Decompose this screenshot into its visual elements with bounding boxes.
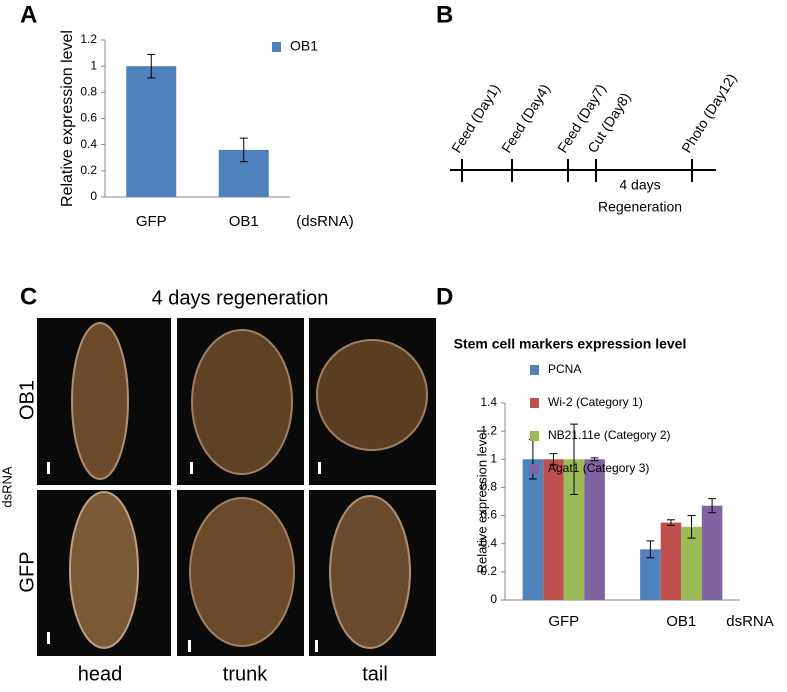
bar xyxy=(584,459,605,600)
scale-bar xyxy=(315,640,318,652)
y-tick-label: 0.6 xyxy=(80,111,97,125)
legend-label: NB21.11e (Category 2) xyxy=(548,428,671,442)
scale-bar xyxy=(47,632,50,644)
bar xyxy=(563,459,585,600)
scale-bar xyxy=(318,462,321,474)
legend-label: OB1 xyxy=(290,38,318,54)
worm xyxy=(69,491,139,649)
bar xyxy=(701,505,723,600)
legend-label: PCNA xyxy=(548,362,581,376)
x-tick-label: OB1 xyxy=(666,613,696,630)
timeline xyxy=(450,159,716,182)
legend-label: Agat1 (Category 3) xyxy=(548,461,649,475)
column-label: tail xyxy=(362,663,388,685)
legend-swatch xyxy=(530,365,539,375)
span-caption: Regeneration xyxy=(598,199,682,215)
panel-label: D xyxy=(436,283,453,310)
x-axis-label: dsRNA xyxy=(726,613,774,630)
y-tick-label: 1.2 xyxy=(480,423,497,437)
x-axis-label: (dsRNA) xyxy=(296,213,354,230)
y-tick-label: 0.4 xyxy=(480,536,497,550)
column-label: trunk xyxy=(223,663,268,685)
y-axis-label: Relative expression level xyxy=(59,30,76,207)
panel-label: B xyxy=(436,1,453,28)
y-tick-label: 1.4 xyxy=(480,395,497,409)
y-tick-label: 0.8 xyxy=(480,480,497,494)
worm xyxy=(71,322,129,480)
x-tick-label: GFP xyxy=(548,613,579,630)
panel-label: C xyxy=(20,283,37,310)
y-tick-label: 1 xyxy=(490,451,497,465)
bar xyxy=(522,459,544,600)
y-tick-label: 0.2 xyxy=(480,564,497,578)
chart-title: Stem cell markers expression level xyxy=(454,336,687,352)
y-tick-label: 0.8 xyxy=(80,85,97,99)
x-tick-label: GFP xyxy=(136,213,167,230)
bar xyxy=(543,459,564,600)
worm xyxy=(191,329,293,475)
span-label: 4 days xyxy=(619,177,660,193)
y-tick-label: 0.6 xyxy=(480,508,497,522)
x-tick-label: OB1 xyxy=(229,213,259,230)
y-tick-label: 0 xyxy=(490,592,497,606)
y-tick-label: 0.2 xyxy=(80,163,97,177)
y-tick-label: 0 xyxy=(90,189,97,203)
legend-swatch xyxy=(530,431,539,441)
scale-bar xyxy=(190,462,193,474)
y-tick-label: 1 xyxy=(90,58,97,72)
worm xyxy=(189,497,295,647)
worm xyxy=(329,495,411,649)
legend-swatch xyxy=(272,42,281,52)
bar xyxy=(681,526,702,600)
bar xyxy=(126,66,177,198)
micrographs xyxy=(37,318,436,656)
y-tick-label: 0.4 xyxy=(80,137,97,151)
scale-bar xyxy=(47,462,50,474)
column-label: head xyxy=(78,663,123,685)
bar xyxy=(660,522,682,600)
row-label: GFP xyxy=(16,551,38,592)
legend-swatch xyxy=(530,464,539,474)
worm xyxy=(316,339,428,451)
legend-label: Wi-2 (Category 1) xyxy=(548,395,643,409)
panel-label: A xyxy=(20,1,37,28)
bar xyxy=(640,549,661,600)
images-title: 4 days regeneration xyxy=(152,287,329,309)
y-axis-label: Relative expression level xyxy=(474,429,489,573)
group-label: dsRNA xyxy=(0,466,14,508)
legend-swatch xyxy=(530,398,539,408)
row-label: OB1 xyxy=(16,380,38,420)
scale-bar xyxy=(188,640,191,652)
y-tick-label: 1.2 xyxy=(80,32,97,46)
